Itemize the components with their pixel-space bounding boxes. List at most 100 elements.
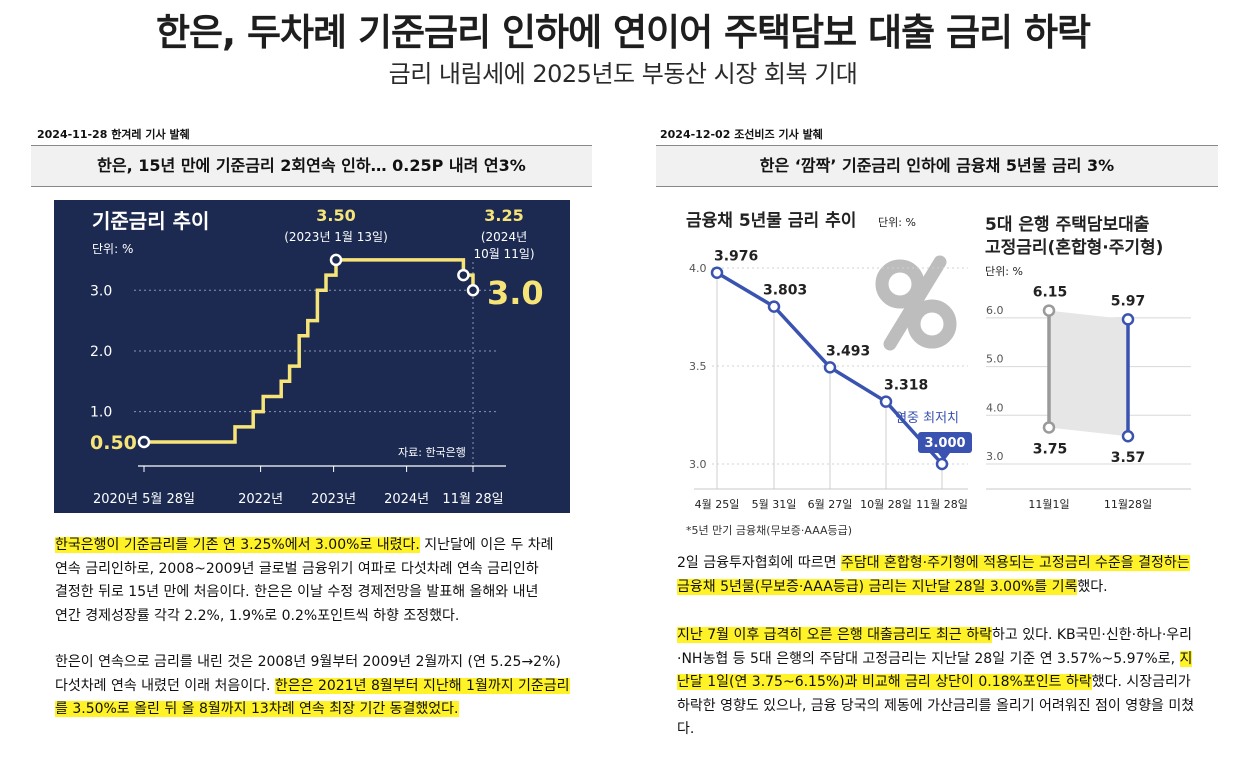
bond-rate-point bbox=[710, 266, 724, 279]
chart2-x-ticks: 4월 25일 5월 31일 6월 27일 10월 28일 11월 28일 bbox=[695, 497, 968, 511]
chart2-gridlines bbox=[712, 267, 968, 489]
right-paragraph-2: 지난 7월 이후 급격히 오른 은행 대출금리도 최근 하락하고 있다. KB국… bbox=[677, 624, 1197, 742]
base-rate-chart-svg: 기준금리 추이 단위: % 1.0 2.0 3.0 2020년 5월 28일 2022… bbox=[90, 206, 544, 507]
bond-rate-point bbox=[823, 361, 837, 374]
chart1-y-tick-label: 3.0 bbox=[90, 283, 112, 299]
base-rate-point bbox=[457, 268, 470, 282]
bond-rate-value-label: 3.803 bbox=[763, 283, 807, 299]
right-headline: 한은 ‘깜짝’ 기준금리 인하에 금융채 5년물 금리 3% bbox=[656, 145, 1218, 187]
mortgage-range-bottom-point bbox=[1121, 429, 1135, 443]
bond-rate-point bbox=[935, 457, 949, 471]
bond-charts-svg: 금융채 5년물 금리 추이 단위: % 4.0 3.5 3.0 3.976 3.803… bbox=[686, 211, 1191, 537]
left-p2-text: 한은이 연속으로 금리를 내린 것은 2008년 9월부터 2009년 2월까지… bbox=[55, 654, 561, 694]
bond-rate-point bbox=[879, 395, 893, 408]
lowest-value-label: 3.000 bbox=[924, 436, 965, 451]
chart1-source: 자료: 한국은행 bbox=[398, 446, 466, 459]
chart3-value-labels: 6.15 3.75 5.97 3.57 bbox=[1033, 285, 1146, 467]
chart1-x-tick-label: 2023년 bbox=[311, 492, 356, 507]
chart1-y-tick-label: 2.0 bbox=[90, 344, 112, 360]
right-p2-highlight: 지난 7월 이후 급격히 오른 은행 대출금리도 최근 하락 bbox=[677, 627, 992, 643]
percent-sign-icon bbox=[875, 255, 957, 351]
base-rate-chart: 기준금리 추이 단위: % 1.0 2.0 3.0 2020년 5월 28일 2022… bbox=[54, 200, 570, 513]
chart2-x-tick-label: 5월 31일 bbox=[752, 497, 797, 511]
left-p1-highlight: 한국은행이 기준금리를 기존 연 3.25%에서 3.00%로 내렸다. bbox=[55, 537, 420, 553]
left-headline: 한은, 15년 만에 기준금리 2회연속 인하… 0.25P 내려 연3% bbox=[31, 145, 592, 187]
chart2-x-tick-label: 10월 28일 bbox=[860, 497, 912, 511]
right-p2-text-2: 했다. 시장금리가 하락한 영향도 있으나, 금융 당국의 제동에 가산금리를 … bbox=[677, 674, 1195, 738]
peak-value-label: 3.50 bbox=[316, 206, 355, 225]
bond-rate-value-label: 3.493 bbox=[826, 343, 870, 359]
base-rate-line bbox=[144, 258, 475, 444]
cut-value-label: 3.25 bbox=[484, 206, 523, 225]
bond-and-mortgage-charts: 금융채 5년물 금리 추이 단위: % 4.0 3.5 3.0 3.976 3.803… bbox=[676, 196, 1196, 541]
chart2-y-ticks: 4.0 3.5 3.0 bbox=[689, 262, 707, 471]
right-paragraph-1: 2일 금융투자협회에 따르면 주담대 혼합형·주기형에 적용되는 고정금리 수준… bbox=[677, 552, 1197, 599]
chart1-title: 기준금리 추이 bbox=[92, 209, 209, 233]
left-paragraph-2: 한은이 연속으로 금리를 내린 것은 2008년 9월부터 2009년 2월까지… bbox=[55, 651, 575, 722]
mortgage-range-top-point bbox=[1121, 313, 1135, 326]
mortgage-range-bottom-point bbox=[1042, 421, 1056, 434]
mortgage-low-label: 3.57 bbox=[1111, 450, 1146, 466]
chart2-y-tick-label: 4.0 bbox=[689, 262, 707, 275]
page-title: 한은, 두차례 기준금리 인하에 연이어 주택담보 대출 금리 하락 bbox=[155, 11, 1091, 54]
mortgage-low-label: 3.75 bbox=[1033, 441, 1068, 457]
chart1-y-tick-label: 1.0 bbox=[90, 405, 112, 421]
bond-rate-value-label: 3.976 bbox=[714, 249, 758, 265]
chart3-y-tick-label: 4.0 bbox=[986, 401, 1004, 414]
right-source: 2024-12-02 조선비즈 기사 발췌 bbox=[660, 128, 823, 141]
left-source: 2024-11-28 한겨레 기사 발췌 bbox=[37, 128, 190, 141]
cut-date-label-2: 10월 11일) bbox=[473, 247, 534, 261]
bond-rate-point bbox=[767, 300, 781, 313]
page-subtitle: 금리 내림세에 2025년도 부동산 시장 회복 기대 bbox=[388, 60, 858, 88]
right-p1-text: 2일 금융투자협회에 따르면 bbox=[677, 555, 841, 571]
right-p2-text: 하고 있다. KB국민·신한·하나·우리·NH농협 등 5대 은행의 주담대 고… bbox=[677, 627, 1193, 667]
chart3-x-ticks: 11월1일 11월28일 bbox=[1028, 497, 1152, 511]
chart2-x-tick-label: 11월 28일 bbox=[916, 497, 968, 511]
cut-date-label-1: (2024년 bbox=[481, 230, 527, 244]
lowest-callout: 3.000 bbox=[918, 432, 972, 461]
end-value-label: 3.0 bbox=[487, 274, 544, 312]
chart3-y-tick-label: 5.0 bbox=[986, 353, 1004, 366]
chart2-title: 금융채 5년물 금리 추이 bbox=[686, 211, 856, 231]
chart1-x-tick-label: 2024년 bbox=[384, 492, 429, 507]
chart1-gridlines bbox=[134, 262, 499, 466]
chart3-title-1: 5대 은행 주택담보대출 bbox=[985, 215, 1150, 235]
chart3-unit: 단위: % bbox=[985, 265, 1023, 278]
chart3-y-tick-label: 3.0 bbox=[986, 450, 1004, 463]
chart1-x-tick-label: 2020년 5월 28일 bbox=[93, 492, 195, 507]
chart2-points bbox=[710, 266, 949, 471]
chart1-x-ticks: 2020년 5월 28일 2022년 2023년 2024년 11월 28일 bbox=[93, 466, 504, 507]
chart2-footnote: *5년 만기 금융채(무보증·AAA등급) bbox=[686, 524, 852, 537]
base-rate-point bbox=[137, 435, 151, 449]
mortgage-high-label: 6.15 bbox=[1033, 285, 1068, 301]
chart3-x-tick-label: 11월1일 bbox=[1028, 497, 1069, 511]
left-p1-text: 지난달에 이은 두 차례 연속 금리인하로, 2008~2009년 글로벌 금융… bbox=[55, 537, 554, 624]
mortgage-range-top-point bbox=[1042, 304, 1056, 317]
chart1-x-tick-label: 11월 28일 bbox=[442, 492, 503, 507]
base-rate-point bbox=[329, 253, 343, 267]
chart2-y-tick-label: 3.5 bbox=[689, 360, 707, 373]
chart2-unit: 단위: % bbox=[878, 216, 916, 229]
chart1-points bbox=[137, 253, 480, 449]
chart3-y-ticks: 6.0 5.0 4.0 3.0 bbox=[986, 304, 1004, 463]
chart2-x-tick-label: 4월 25일 bbox=[695, 497, 740, 511]
chart2-value-labels: 3.976 3.803 3.493 3.318 bbox=[714, 249, 928, 394]
chart2-x-tick-label: 6월 27일 bbox=[808, 497, 853, 511]
left-paragraph-1: 한국은행이 기준금리를 기존 연 3.25%에서 3.00%로 내렸다. 지난달… bbox=[55, 534, 555, 628]
chart2-y-tick-label: 3.0 bbox=[689, 458, 707, 471]
start-value-label: 0.50 bbox=[90, 432, 137, 454]
bond-rate-value-label: 3.318 bbox=[884, 378, 928, 394]
lowest-annotation: 연중 최저치 bbox=[895, 411, 959, 426]
chart1-unit: 단위: % bbox=[92, 242, 133, 256]
chart1-y-ticks: 1.0 2.0 3.0 bbox=[90, 283, 112, 420]
chart3-title-2: 고정금리(혼합형·주기형) bbox=[985, 237, 1163, 258]
chart1-x-tick-label: 2022년 bbox=[238, 492, 283, 507]
range-band bbox=[1049, 310, 1128, 437]
chart3-ranges bbox=[1042, 304, 1135, 443]
mortgage-high-label: 5.97 bbox=[1111, 293, 1146, 309]
right-p1-text-2: 했다. bbox=[1077, 578, 1108, 595]
base-rate-point bbox=[466, 284, 480, 297]
chart3-x-tick-label: 11월28일 bbox=[1104, 497, 1152, 511]
chart3-y-tick-label: 6.0 bbox=[986, 304, 1004, 317]
peak-date-label: (2023년 1월 13일) bbox=[284, 230, 388, 244]
